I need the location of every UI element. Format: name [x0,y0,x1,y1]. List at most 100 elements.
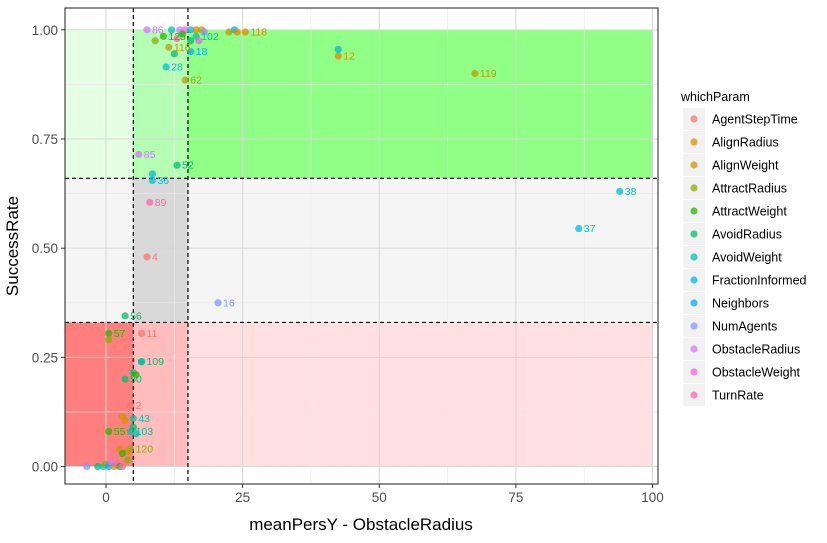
data-point [124,447,132,455]
legend-key-point [690,299,698,307]
x-tick-label: 25 [235,490,250,505]
point-label: 118 [250,27,267,39]
legend-items: AgentStepTime AlignRadius AlignWeight Attra… [683,108,807,406]
legend-key-point [690,184,698,192]
legend-label: AttractRadius [712,182,787,196]
region-rect [187,322,653,467]
legend-label: AttractWeight [712,205,787,219]
data-point [143,253,151,261]
legend-key-point [690,115,698,123]
data-point [132,371,140,379]
point-label: 125 [168,31,186,43]
legend-label: AgentStepTime [712,113,798,127]
data-point [334,52,342,60]
data-point [124,456,132,464]
data-point [178,30,187,38]
point-label: 57 [114,328,126,340]
data-point [129,423,137,431]
legend-key-point [690,322,698,330]
data-point [105,329,113,337]
point-label: 2 [136,400,142,412]
point-label: 11 [147,328,158,340]
data-point [143,26,151,34]
data-point [192,26,200,34]
x-tick-label: 0 [102,490,110,505]
legend-label: AlignWeight [712,159,779,173]
data-point [151,37,159,45]
data-point [187,37,195,45]
data-point [170,50,178,58]
data-point [241,28,249,36]
data-point [118,449,126,458]
point-label: 4 [152,251,158,263]
point-label: 102 [201,31,219,43]
point-label: 55 [114,426,126,438]
legend-key-point [690,230,698,238]
data-point [137,358,146,366]
legend-key-point [690,207,698,215]
point-label: 50 [130,374,142,386]
panel-border [64,7,659,485]
point-label: 38 [625,186,637,198]
legend-label: ObstacleRadius [712,343,800,357]
legend-key-point [690,391,698,399]
grid-lines [65,8,658,484]
data-point [135,150,143,158]
legend-key-point [690,368,698,376]
data-point [167,26,176,34]
region-rect [133,29,188,179]
y-tick-label: 0.50 [32,241,58,256]
y-tick-label: 0.75 [32,132,58,147]
legend-key-point [690,345,698,353]
point-label: 116 [174,42,191,54]
data-point [173,161,181,169]
data-point [616,187,624,196]
legend-key-point [690,253,698,261]
data-point [148,170,157,178]
y-tick-label: 0.25 [32,350,58,365]
legend-label: FractionInformed [712,274,807,288]
legend-label: ObstacleWeight [712,366,801,380]
x-tick-label: 100 [641,490,664,505]
point-label: 16 [223,297,235,309]
legend-label: AvoidWeight [712,251,782,265]
data-point [132,430,140,438]
y-axis-title: SuccessRate [3,196,22,296]
legend: whichParam AgentStepTime AlignRadius Align… [680,90,807,406]
point-label: 18 [196,46,208,58]
point-label: 103 [136,426,154,438]
point-label: 43 [138,413,150,425]
data-point [173,34,181,43]
data-point [121,375,129,383]
legend-label: AvoidRadius [712,228,782,242]
region-rect [187,178,653,323]
region-rect [133,178,188,323]
region-rect [65,29,134,179]
point-label: 85 [144,149,156,161]
data-point [146,198,154,206]
data-point [187,48,195,56]
region-rect [133,322,188,467]
data-point [126,401,135,409]
region-rect [187,29,653,179]
data-point [334,45,342,54]
background-regions [65,29,653,467]
legend-key-point [690,276,698,284]
data-point [83,462,91,471]
x-axis-ticks: 0 25 50 75 100 [102,484,664,505]
legend-key-point [690,161,698,169]
data-point [118,462,126,471]
data-point [233,28,241,36]
y-axis-ticks: 0.00 0.25 0.50 0.75 1.00 [32,23,65,475]
data-points [83,26,624,471]
data-point [162,63,170,71]
data-point [121,417,129,425]
data-point [129,414,137,423]
y-tick-label: 1.00 [32,23,58,38]
data-point [165,43,173,51]
legend-label: NumAgents [712,320,777,334]
point-label: 37 [584,223,596,235]
y-tick-label: 0.00 [32,460,58,475]
legend-title: whichParam [680,90,750,104]
